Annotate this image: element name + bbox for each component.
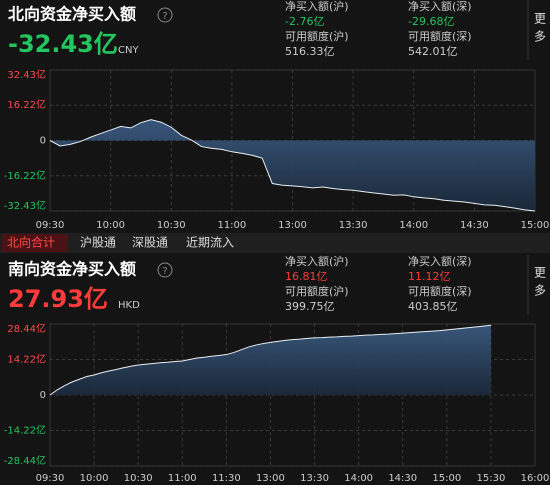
- area: [50, 119, 535, 211]
- stat-label: 净买入额(沪): [285, 0, 349, 13]
- x-tick-label: 13:00: [256, 473, 285, 484]
- line: [49, 119, 536, 212]
- tab[interactable]: 北向合计: [7, 235, 55, 250]
- stat-value: 542.01亿: [408, 45, 458, 58]
- x-tick-label: 10:30: [157, 220, 186, 231]
- y-tick-label: -16.22亿: [4, 169, 46, 182]
- tab[interactable]: 沪股通: [80, 236, 116, 250]
- x-tick-label: 13:30: [339, 220, 368, 231]
- stat-value: 399.75亿: [285, 300, 335, 313]
- x-tick-label: 10:00: [96, 220, 125, 231]
- x-tick-label: 14:00: [399, 220, 428, 231]
- x-tick-label: 10:30: [124, 473, 153, 484]
- stat-value: -29.68亿: [408, 15, 454, 28]
- x-tick-label: 11:00: [217, 220, 246, 231]
- x-tick-label: 10:00: [80, 473, 109, 484]
- panel-title: 北向资金净买入额: [8, 5, 136, 24]
- x-tick-label: 13:00: [278, 220, 307, 231]
- y-tick-label: 0: [40, 136, 46, 147]
- x-tick-label: 13:30: [300, 473, 329, 484]
- area: [50, 325, 491, 395]
- tab[interactable]: 深股通: [132, 236, 168, 250]
- y-tick-label: -14.22亿: [4, 424, 46, 437]
- x-tick-label: 11:30: [212, 473, 241, 484]
- line: [49, 324, 491, 396]
- panel-title: 南向资金净买入额: [8, 260, 136, 279]
- headline-value: 27.93亿: [8, 285, 108, 313]
- x-tick-label: 15:30: [476, 473, 505, 484]
- stat-label: 可用额度(沪): [285, 29, 349, 43]
- stat-label: 可用额度(沪): [285, 284, 349, 298]
- help-icon[interactable]: [157, 7, 173, 23]
- x-tick-label: 16:00: [521, 473, 550, 484]
- stat-value: 11.12亿: [408, 270, 451, 283]
- stat-value: 403.85亿: [408, 300, 458, 313]
- stat-label: 可用额度(深): [408, 29, 472, 43]
- currency: HKD: [118, 300, 140, 311]
- x-tick-label: 15:00: [521, 220, 550, 231]
- x-tick-label: 14:30: [388, 473, 417, 484]
- x-tick-label: 14:30: [460, 220, 489, 231]
- x-tick-label: 14:00: [344, 473, 373, 484]
- more-button[interactable]: 更多: [533, 12, 547, 48]
- stat-label: 净买入额(沪): [285, 254, 349, 268]
- stat-label: 可用额度(深): [408, 284, 472, 298]
- tab[interactable]: 近期流入: [186, 236, 234, 250]
- stat-label: 净买入额(深): [408, 0, 472, 13]
- help-icon-text[interactable]: ?: [162, 11, 167, 22]
- y-tick-label: -32.43亿: [4, 199, 46, 212]
- stat-value: 16.81亿: [285, 270, 328, 283]
- stat-label: 净买入额(深): [408, 254, 472, 268]
- y-tick-label: -28.44亿: [4, 454, 46, 467]
- active-tab: [2, 234, 68, 252]
- more-button[interactable]: 更多: [533, 266, 547, 302]
- x-tick-label: 11:00: [168, 473, 197, 484]
- help-icon-text[interactable]: ?: [162, 266, 167, 277]
- y-tick-label: 32.43亿: [7, 68, 46, 81]
- stat-value: -2.76亿: [285, 15, 324, 28]
- help-icon[interactable]: [157, 262, 173, 278]
- x-tick-label: 15:00: [432, 473, 461, 484]
- tab-bar: [0, 233, 550, 253]
- y-tick-label: 14.22亿: [7, 353, 46, 366]
- stat-value: 516.33亿: [285, 45, 335, 58]
- headline-value: -32.43亿: [8, 30, 118, 58]
- y-tick-label: 0: [40, 390, 46, 401]
- currency: CNY: [118, 45, 139, 56]
- x-tick-label: 09:30: [36, 473, 65, 484]
- y-tick-label: 28.44亿: [7, 322, 46, 335]
- x-tick-label: 09:30: [36, 220, 65, 231]
- y-tick-label: 16.22亿: [7, 98, 46, 111]
